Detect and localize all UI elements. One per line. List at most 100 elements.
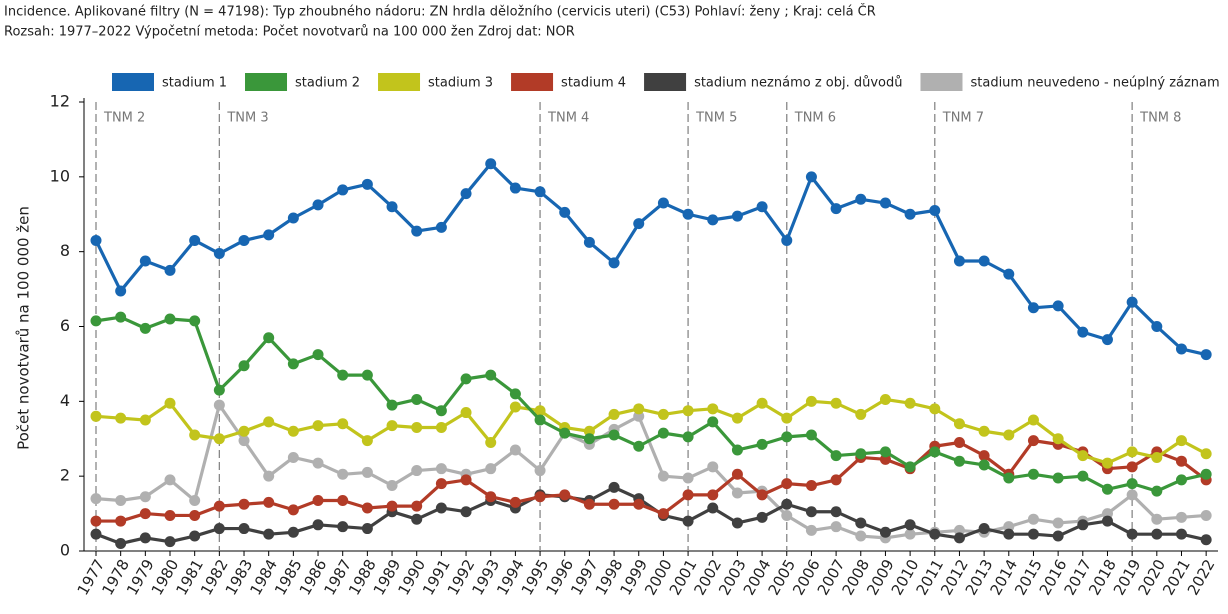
data-point xyxy=(1003,472,1015,484)
data-point xyxy=(805,171,817,183)
data-point xyxy=(361,435,373,447)
data-point xyxy=(1077,450,1089,462)
data-point xyxy=(731,468,743,480)
data-point xyxy=(90,515,102,527)
data-point xyxy=(1200,534,1212,546)
legend-swatch xyxy=(378,73,421,91)
data-point xyxy=(978,459,990,471)
data-point xyxy=(1027,528,1039,540)
data-point xyxy=(386,500,398,512)
data-point xyxy=(805,506,817,518)
data-point xyxy=(386,480,398,492)
data-point xyxy=(287,358,299,370)
data-point xyxy=(657,508,669,520)
data-point xyxy=(213,523,225,535)
legend-label: stadium 4 xyxy=(561,76,626,91)
y-tick-label: 8 xyxy=(60,241,70,260)
data-point xyxy=(855,448,867,460)
data-point xyxy=(115,515,127,527)
data-point xyxy=(781,509,793,521)
data-point xyxy=(509,496,521,508)
data-point xyxy=(682,431,694,443)
data-point xyxy=(657,408,669,420)
data-point xyxy=(978,255,990,267)
data-point xyxy=(139,532,151,544)
data-point xyxy=(312,519,324,531)
data-point xyxy=(337,369,349,381)
data-point xyxy=(855,193,867,205)
data-point xyxy=(337,468,349,480)
data-point xyxy=(657,470,669,482)
data-point xyxy=(1175,455,1187,467)
data-point xyxy=(189,530,201,542)
data-point xyxy=(509,182,521,194)
data-point xyxy=(756,438,768,450)
data-point xyxy=(929,205,941,217)
data-point xyxy=(953,255,965,267)
data-point xyxy=(830,474,842,486)
data-point xyxy=(337,418,349,430)
data-point xyxy=(90,315,102,327)
data-point xyxy=(1052,433,1064,445)
data-point xyxy=(731,444,743,456)
data-point xyxy=(287,504,299,516)
data-point xyxy=(139,255,151,267)
data-point xyxy=(1003,528,1015,540)
data-point xyxy=(756,511,768,523)
data-point xyxy=(238,360,250,372)
data-point xyxy=(386,399,398,411)
data-point xyxy=(707,502,719,514)
data-point xyxy=(1101,457,1113,469)
data-point xyxy=(879,446,891,458)
data-point xyxy=(879,526,891,538)
data-point xyxy=(1077,519,1089,531)
data-point xyxy=(1126,478,1138,490)
data-point xyxy=(608,498,620,510)
data-point xyxy=(805,524,817,536)
data-point xyxy=(460,506,472,518)
series-line xyxy=(96,439,1208,523)
data-point xyxy=(608,408,620,420)
data-point xyxy=(238,435,250,447)
data-point xyxy=(1175,435,1187,447)
data-point xyxy=(830,397,842,409)
data-point xyxy=(1052,472,1064,484)
data-point xyxy=(682,208,694,220)
header-line: Rozsah: 1977–2022 Výpočetní metoda: Poče… xyxy=(4,25,575,40)
data-point xyxy=(411,500,423,512)
data-point xyxy=(1003,429,1015,441)
data-point xyxy=(978,425,990,437)
data-point xyxy=(781,478,793,490)
data-point xyxy=(559,489,571,501)
data-point xyxy=(1151,321,1163,332)
period-label: TNM 2 xyxy=(103,111,145,126)
data-point xyxy=(139,322,151,334)
data-point xyxy=(213,399,225,411)
data-point xyxy=(411,513,423,525)
data-point xyxy=(929,446,941,458)
data-point xyxy=(731,487,743,499)
data-point xyxy=(756,489,768,501)
legend-swatch xyxy=(112,73,154,91)
data-point xyxy=(1027,414,1039,426)
data-point xyxy=(855,408,867,420)
data-point xyxy=(509,388,521,400)
data-point xyxy=(189,315,201,327)
data-point xyxy=(608,481,620,493)
data-point xyxy=(115,285,127,297)
data-point xyxy=(707,214,719,226)
data-point xyxy=(707,416,719,428)
data-point xyxy=(361,523,373,535)
data-point xyxy=(263,332,275,344)
data-point xyxy=(1027,302,1039,314)
data-point xyxy=(189,509,201,521)
data-point xyxy=(411,225,423,237)
data-point xyxy=(485,436,497,448)
data-point xyxy=(1126,446,1138,458)
series-line xyxy=(95,315,1207,493)
data-point xyxy=(1175,511,1187,523)
data-point xyxy=(1151,485,1163,497)
data-point xyxy=(115,412,127,424)
data-point xyxy=(781,234,793,246)
data-point xyxy=(682,472,694,484)
